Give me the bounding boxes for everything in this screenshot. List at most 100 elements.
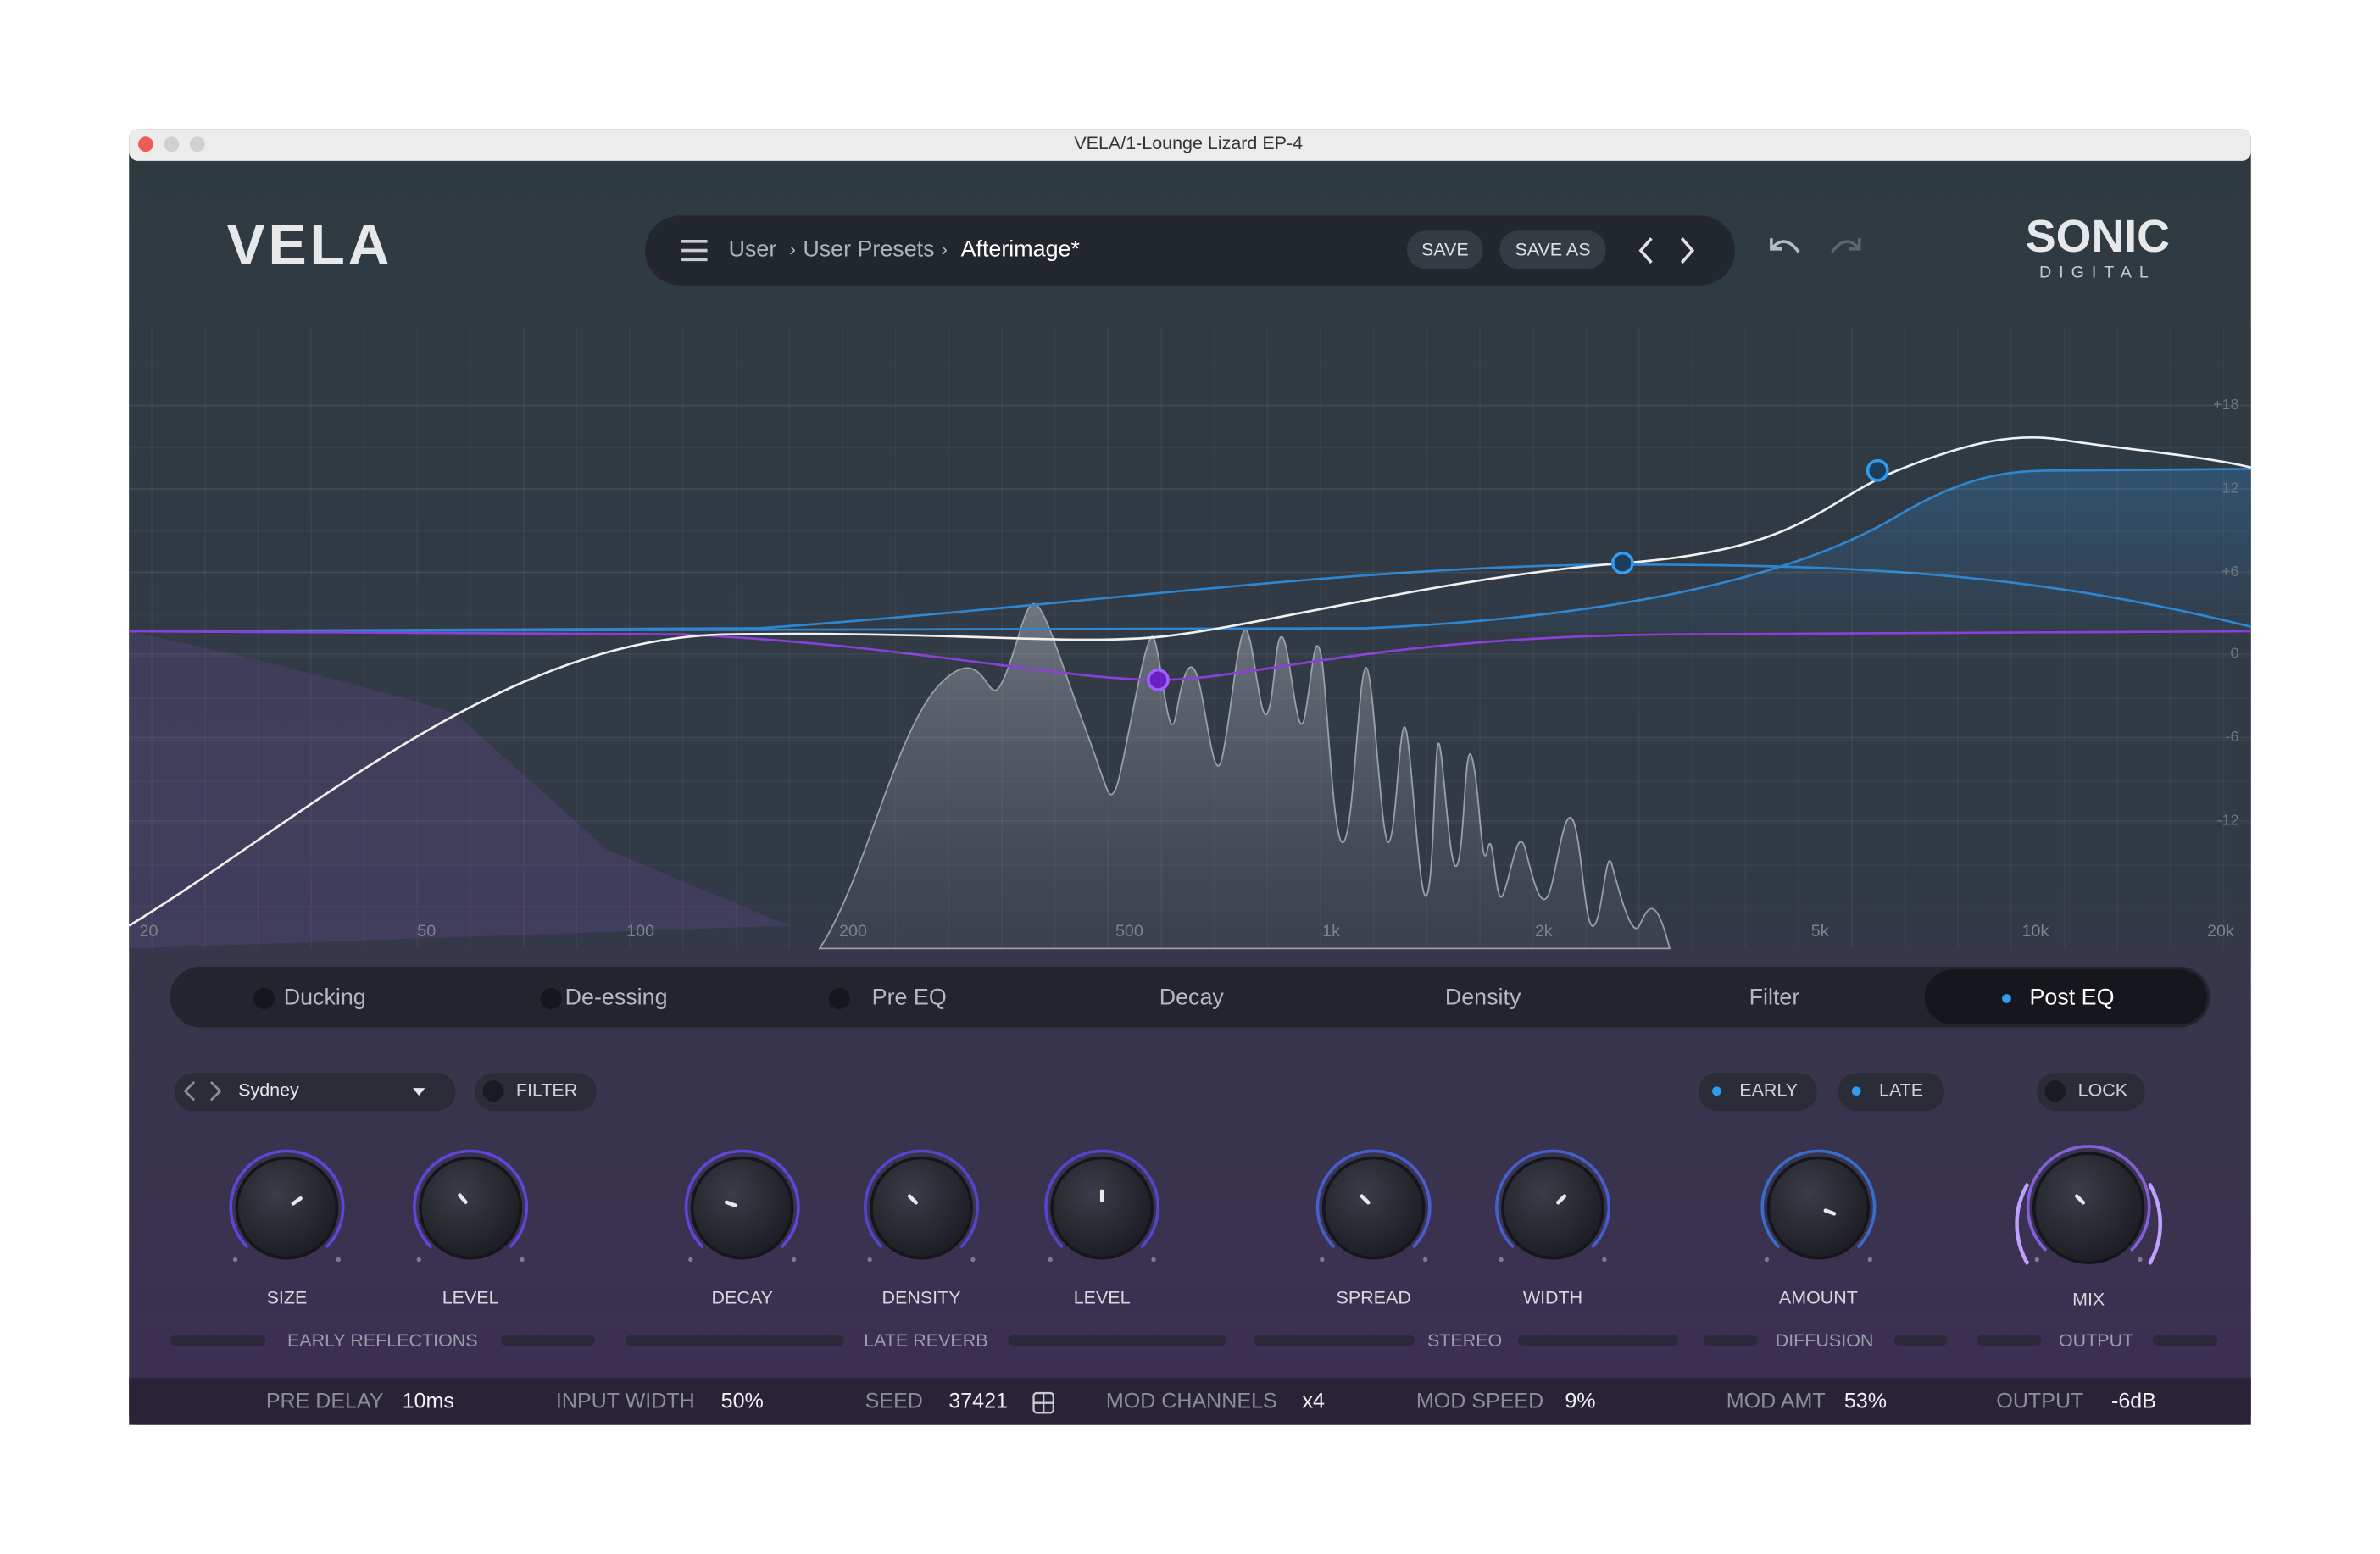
toggle-button[interactable] <box>2037 1073 2145 1111</box>
knob-max <box>1867 1257 1872 1263</box>
breadcrumb[interactable]: User <box>729 236 777 262</box>
tab[interactable]: Filter <box>1749 985 1800 1010</box>
tab-indicator[interactable] <box>2002 994 2011 1003</box>
knob-max <box>1422 1257 1428 1263</box>
knob-body[interactable] <box>1050 1156 1154 1260</box>
next-preset[interactable] <box>1680 237 1695 264</box>
param-label: OUTPUT <box>1996 1389 2083 1412</box>
toggle-button[interactable] <box>1838 1073 1945 1111</box>
zoom-button[interactable] <box>189 136 205 153</box>
breadcrumb[interactable]: User Presets <box>803 236 934 262</box>
param-value[interactable]: x4 <box>1303 1389 1326 1412</box>
freq-label: 2k <box>1535 922 1553 941</box>
knob-arc <box>863 1149 980 1249</box>
knob-body[interactable] <box>1501 1156 1604 1260</box>
room-preset[interactable]: Sydney <box>238 1079 299 1100</box>
param-value[interactable]: 50% <box>721 1389 764 1412</box>
toggle-led[interactable] <box>1712 1086 1721 1096</box>
toggle-led[interactable] <box>2044 1080 2066 1102</box>
knob[interactable] <box>229 1149 345 1263</box>
toggle-led[interactable] <box>482 1080 504 1102</box>
knob[interactable] <box>1315 1149 1432 1263</box>
knob-body[interactable] <box>419 1156 523 1260</box>
knob-body[interactable] <box>870 1156 973 1260</box>
knob-pointer <box>1556 1194 1567 1205</box>
knob[interactable] <box>1760 1149 1877 1263</box>
knob-min <box>1499 1257 1504 1263</box>
prev-preset[interactable] <box>1638 237 1653 264</box>
eq-node[interactable] <box>1866 458 1889 482</box>
section-label: LATE REVERB <box>864 1330 987 1351</box>
tab[interactable]: Ducking <box>284 985 366 1010</box>
tab[interactable]: De-essing <box>565 985 668 1010</box>
freq-label: 500 <box>1115 922 1143 941</box>
knob[interactable] <box>2026 1145 2151 1264</box>
freq-label: 1k <box>1322 922 1340 941</box>
preset-name[interactable]: Afterimage* <box>961 236 1081 262</box>
knob[interactable] <box>863 1149 980 1263</box>
param-value[interactable]: 9% <box>1565 1389 1595 1412</box>
dropdown-arrow[interactable] <box>413 1088 425 1096</box>
toggle-label[interactable]: FILTER <box>516 1079 577 1100</box>
tab[interactable]: Decay <box>1159 985 1225 1010</box>
param-value[interactable]: 10ms <box>403 1389 454 1412</box>
knob[interactable] <box>1044 1149 1160 1263</box>
undo[interactable] <box>1770 238 1800 253</box>
knob-arc <box>1315 1149 1432 1249</box>
close-button[interactable] <box>137 136 153 153</box>
gain-label: -12 <box>2217 812 2239 829</box>
freq-label: 20k <box>2207 922 2234 941</box>
knob-min <box>1048 1257 1053 1263</box>
knob-arc <box>1044 1149 1160 1249</box>
menu-icon[interactable] <box>681 240 708 262</box>
seed-dice[interactable] <box>1032 1391 1054 1414</box>
save-as-button[interactable] <box>1499 230 1606 269</box>
preset-selector[interactable] <box>174 1073 456 1111</box>
tab[interactable]: Pre EQ <box>872 985 947 1010</box>
low-cut-fill <box>129 631 790 949</box>
minimize-button[interactable] <box>164 136 180 153</box>
knob-body[interactable] <box>2032 1152 2145 1264</box>
brand: SONIC <box>2026 211 2170 262</box>
eq-node[interactable] <box>1146 668 1170 691</box>
brand-sub: DIGITAL <box>2039 264 2156 282</box>
knob-body[interactable] <box>235 1156 339 1260</box>
preset-arrows[interactable] <box>183 1081 222 1102</box>
save-as-button-label[interactable]: SAVE AS <box>1515 239 1590 259</box>
section-divider <box>625 1335 844 1346</box>
eq-node[interactable] <box>1610 552 1634 574</box>
section-divider <box>500 1335 595 1346</box>
section-label: DIFFUSION <box>1776 1330 1874 1351</box>
save-button-label[interactable]: SAVE <box>1421 239 1469 259</box>
tab-indicator[interactable] <box>540 987 562 1009</box>
knob-body[interactable] <box>1766 1156 1871 1260</box>
tab-indicator[interactable] <box>253 987 275 1009</box>
freq-label: 200 <box>839 922 867 941</box>
toggle-button[interactable] <box>1698 1073 1817 1111</box>
param-value[interactable]: 53% <box>1844 1389 1887 1412</box>
knob-label: LEVEL <box>1074 1288 1131 1308</box>
toggle-label[interactable]: LATE <box>1879 1079 1923 1100</box>
tab[interactable]: Post EQ <box>2029 985 2114 1010</box>
knob-body[interactable] <box>690 1156 794 1260</box>
toggle-label[interactable]: EARLY <box>1739 1079 1798 1100</box>
tab[interactable]: Density <box>1445 985 1521 1010</box>
toggle-led[interactable] <box>1851 1086 1861 1096</box>
freq-label: 10k <box>2022 922 2049 941</box>
spectrum <box>818 602 1671 950</box>
knob[interactable] <box>1494 1149 1611 1263</box>
tab-indicator[interactable] <box>828 987 850 1009</box>
knob[interactable] <box>413 1149 529 1263</box>
toggle-label[interactable]: LOCK <box>2078 1079 2128 1100</box>
eq-display[interactable]: 20 50 100 200 500 1k 2k 5k 10k 20k +18 12 +6 0 -6 -12 <box>128 326 2252 950</box>
param-value[interactable]: -6dB <box>2111 1389 2156 1412</box>
gain-label: 12 <box>2222 479 2239 496</box>
knob-arc <box>413 1149 529 1249</box>
knob-body[interactable] <box>1321 1156 1426 1260</box>
knob[interactable] <box>684 1149 800 1263</box>
knob-max <box>336 1257 342 1263</box>
param-value[interactable]: 37421 <box>948 1389 1008 1412</box>
toggle-button[interactable] <box>475 1073 597 1111</box>
redo[interactable] <box>1831 238 1861 253</box>
save-button[interactable] <box>1407 230 1483 269</box>
